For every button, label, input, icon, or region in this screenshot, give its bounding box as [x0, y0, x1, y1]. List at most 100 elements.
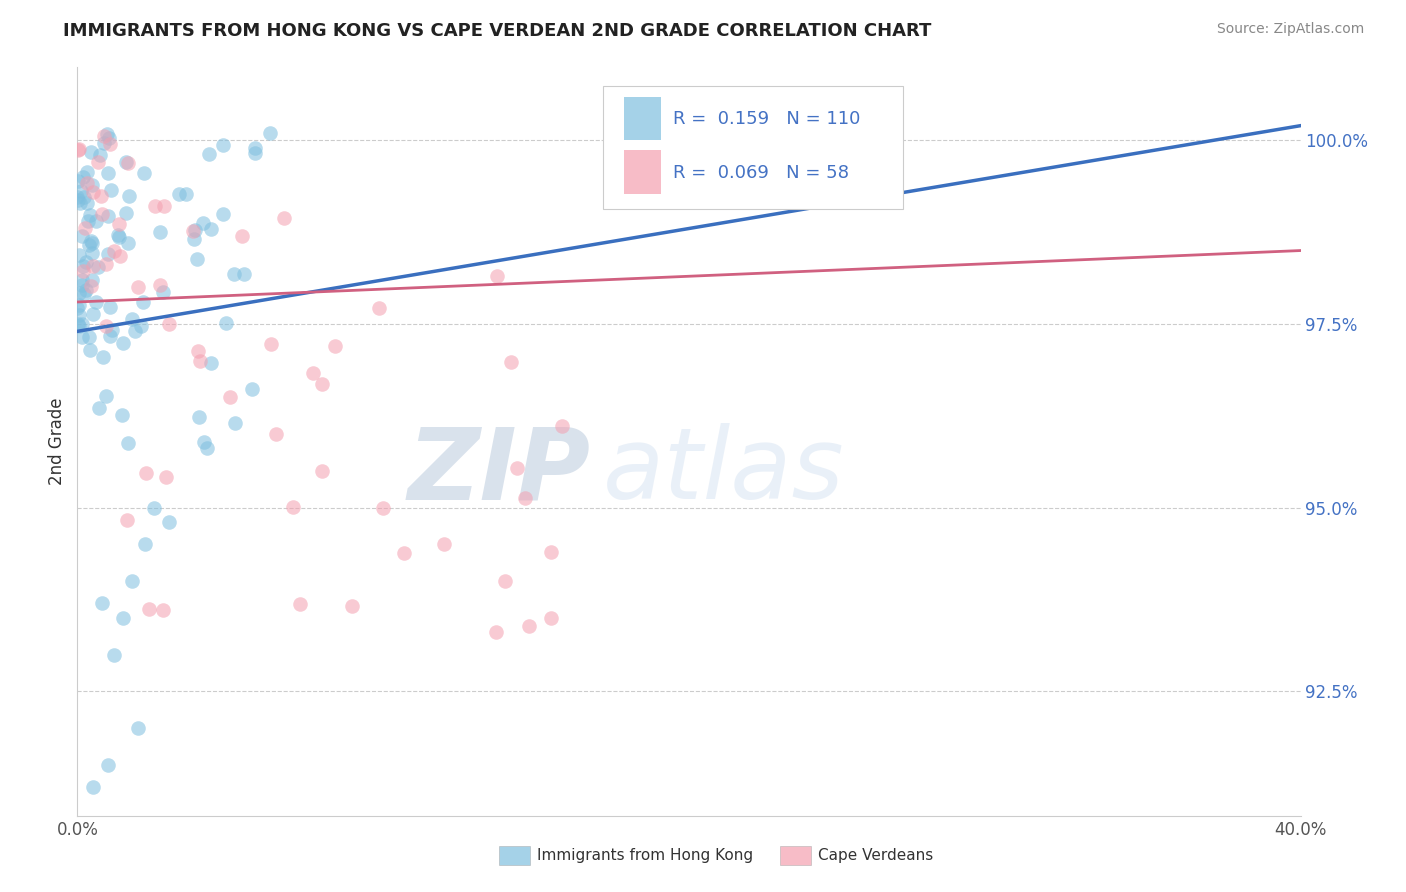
Point	[124, 324, 146, 338]
Point	[67, 174, 90, 188]
Point	[149, 225, 172, 239]
Point	[134, 537, 156, 551]
Point	[222, 267, 245, 281]
Point	[486, 269, 509, 284]
Point	[67, 285, 90, 300]
Point	[73, 220, 96, 235]
Point	[323, 339, 346, 353]
Point	[211, 138, 233, 153]
Point	[66, 190, 89, 204]
Point	[87, 401, 110, 415]
Point	[111, 336, 134, 351]
Point	[152, 285, 174, 299]
Point	[152, 603, 174, 617]
Y-axis label: 2nd Grade: 2nd Grade	[48, 398, 66, 485]
Text: Source: ZipAtlas.com: Source: ZipAtlas.com	[1216, 22, 1364, 37]
Point	[73, 287, 96, 301]
Text: R =  0.159   N = 110: R = 0.159 N = 110	[673, 111, 860, 128]
Point	[100, 183, 122, 197]
Point	[73, 189, 96, 203]
Point	[75, 255, 97, 269]
Point	[77, 330, 100, 344]
Point	[200, 356, 222, 370]
Point	[169, 187, 191, 202]
Point	[94, 318, 117, 333]
Point	[67, 142, 90, 156]
FancyBboxPatch shape	[624, 97, 661, 140]
Point	[89, 148, 111, 162]
Point	[114, 206, 136, 220]
Point	[76, 213, 98, 227]
Point	[200, 222, 222, 236]
Point	[186, 252, 208, 266]
Point	[129, 318, 152, 333]
Point	[97, 757, 120, 772]
Point	[311, 376, 333, 391]
Point	[72, 169, 94, 184]
Point	[183, 232, 205, 246]
Point	[311, 464, 333, 478]
Point	[91, 350, 114, 364]
Point	[79, 343, 101, 357]
Point	[67, 248, 90, 262]
Point	[87, 260, 110, 275]
Point	[302, 366, 325, 380]
Point	[94, 389, 117, 403]
Point	[117, 156, 139, 170]
Point	[67, 298, 90, 312]
Point	[76, 165, 98, 179]
Point	[66, 143, 89, 157]
Point	[240, 382, 263, 396]
Point	[82, 236, 104, 251]
Point	[433, 537, 456, 551]
Point	[86, 214, 108, 228]
Point	[138, 601, 160, 615]
Point	[127, 280, 149, 294]
Point	[118, 189, 141, 203]
Point	[70, 329, 93, 343]
Point	[188, 353, 211, 368]
Point	[70, 229, 93, 244]
Point	[98, 136, 121, 151]
Point	[281, 500, 304, 515]
Point	[79, 279, 101, 293]
Point	[340, 599, 363, 613]
Point	[121, 574, 143, 588]
Point	[187, 410, 209, 425]
Point	[127, 721, 149, 735]
Point	[77, 238, 100, 252]
Point	[98, 300, 121, 314]
Point	[97, 166, 120, 180]
Point	[67, 308, 90, 322]
Point	[264, 427, 287, 442]
Point	[112, 611, 135, 625]
Point	[70, 278, 93, 293]
Point	[103, 648, 125, 662]
Point	[80, 245, 103, 260]
Point	[87, 155, 110, 169]
Point	[90, 207, 112, 221]
Text: R =  0.069   N = 58: R = 0.069 N = 58	[673, 164, 849, 182]
Point	[505, 461, 527, 475]
Point	[94, 256, 117, 270]
Point	[103, 244, 125, 258]
Point	[368, 301, 391, 316]
Point	[82, 259, 104, 273]
Point	[80, 145, 103, 159]
Point	[231, 228, 253, 243]
Point	[96, 127, 118, 141]
Point	[152, 199, 174, 213]
Point	[517, 618, 540, 632]
Text: atlas: atlas	[603, 423, 845, 520]
Point	[69, 196, 91, 211]
Point	[243, 146, 266, 161]
Point	[84, 295, 107, 310]
Point	[101, 323, 124, 337]
Point	[149, 277, 172, 292]
Point	[181, 224, 204, 238]
Point	[157, 317, 180, 331]
Point	[551, 419, 574, 434]
Point	[80, 234, 103, 248]
Point	[93, 128, 115, 143]
Point	[79, 208, 101, 222]
